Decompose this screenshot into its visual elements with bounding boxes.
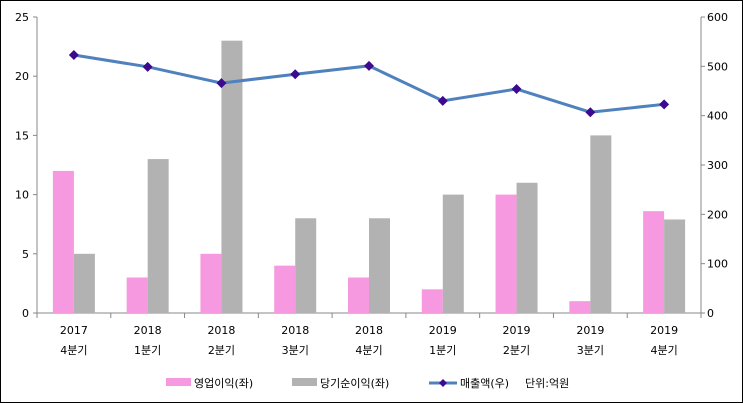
x-tick-label-quarter: 2분기 bbox=[503, 344, 530, 357]
revenue-marker bbox=[216, 78, 227, 89]
right-tick-label: 100 bbox=[707, 258, 728, 271]
right-tick-label: 400 bbox=[707, 110, 728, 123]
x-tick-label-quarter: 2분기 bbox=[208, 344, 235, 357]
left-tick-label: 15 bbox=[15, 129, 29, 142]
left-tick-label: 10 bbox=[15, 189, 29, 202]
bar-operating-profit bbox=[421, 289, 443, 313]
revenue-marker bbox=[364, 60, 374, 71]
left-tick-label: 5 bbox=[22, 248, 29, 261]
bar-operating-profit bbox=[126, 277, 148, 313]
right-tick-label: 600 bbox=[707, 11, 728, 24]
bar-net-income bbox=[442, 194, 464, 313]
x-tick-label-year: 2018 bbox=[134, 324, 162, 337]
legend-label-revenue: 매출액(우) bbox=[460, 377, 509, 390]
bar-net-income bbox=[369, 218, 390, 313]
x-tick-label-year: 2018 bbox=[355, 324, 383, 337]
x-tick-label-quarter: 4분기 bbox=[355, 344, 382, 357]
bar-operating-profit bbox=[274, 265, 296, 313]
right-tick-label: 200 bbox=[707, 208, 728, 221]
bar-net-income bbox=[664, 219, 686, 313]
revenue-marker bbox=[659, 99, 670, 110]
legend-swatch-operating-profit bbox=[166, 378, 191, 386]
bar-net-income bbox=[73, 253, 95, 313]
x-tick-label-year: 2018 bbox=[281, 324, 309, 337]
revenue-marker bbox=[290, 69, 301, 80]
bar-net-income bbox=[516, 182, 538, 313]
left-tick-label: 20 bbox=[15, 70, 29, 83]
legend-label-operating-profit: 영업이익(좌) bbox=[194, 377, 253, 390]
bar-operating-profit bbox=[495, 194, 517, 313]
right-tick-label: 500 bbox=[707, 60, 728, 73]
left-tick-label: 0 bbox=[22, 307, 29, 320]
legend-swatch-net-income bbox=[292, 378, 317, 386]
x-tick-label-quarter: 3분기 bbox=[577, 344, 604, 357]
x-tick-label-quarter: 4분기 bbox=[650, 344, 677, 357]
bar-operating-profit bbox=[200, 253, 222, 313]
bar-net-income bbox=[590, 135, 612, 313]
bar-net-income bbox=[295, 218, 317, 313]
bar-operating-profit bbox=[348, 277, 369, 313]
revenue-marker bbox=[68, 49, 79, 60]
x-tick-label-year: 2019 bbox=[429, 324, 457, 337]
left-tick-label: 25 bbox=[15, 11, 29, 24]
right-tick-label: 0 bbox=[707, 307, 714, 320]
x-tick-label-quarter: 1분기 bbox=[429, 344, 456, 357]
x-tick-label-quarter: 1분기 bbox=[134, 344, 161, 357]
x-tick-label-year: 2019 bbox=[650, 324, 678, 337]
x-tick-label-year: 2019 bbox=[503, 324, 531, 337]
x-tick-label-quarter: 4분기 bbox=[60, 344, 87, 357]
unit-note: 단위:억원 bbox=[525, 377, 569, 390]
revenue-marker bbox=[511, 84, 522, 95]
x-tick-label-year: 2018 bbox=[207, 324, 235, 337]
x-tick-label-year: 2017 bbox=[60, 324, 88, 337]
x-tick-label-year: 2019 bbox=[576, 324, 604, 337]
revenue-marker bbox=[437, 95, 448, 106]
revenue-marker bbox=[585, 107, 596, 118]
bar-operating-profit bbox=[569, 301, 591, 313]
revenue-marker bbox=[142, 61, 153, 72]
bar-net-income bbox=[147, 159, 169, 313]
bar-net-income bbox=[221, 40, 243, 314]
legend-label-net-income: 당기순이익(좌) bbox=[320, 377, 389, 390]
x-tick-label-quarter: 3분기 bbox=[282, 344, 309, 357]
legend-marker-revenue bbox=[439, 379, 447, 387]
bar-operating-profit bbox=[643, 211, 665, 313]
bar-operating-profit bbox=[52, 170, 74, 313]
right-tick-label: 300 bbox=[707, 159, 728, 172]
